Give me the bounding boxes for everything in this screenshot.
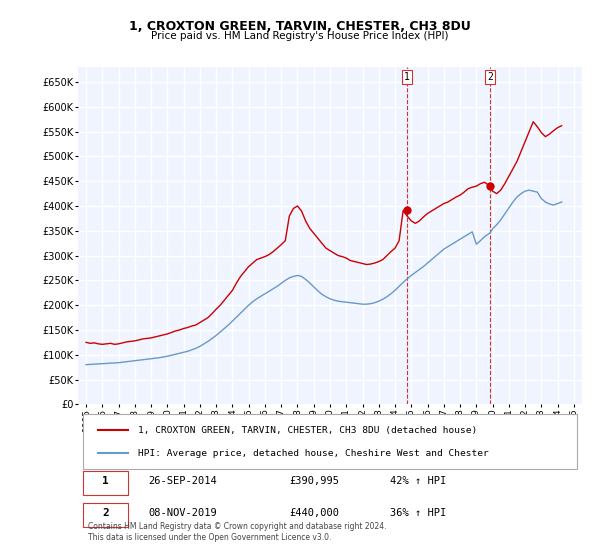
Text: Price paid vs. HM Land Registry's House Price Index (HPI): Price paid vs. HM Land Registry's House … [151, 31, 449, 41]
Text: 26-SEP-2014: 26-SEP-2014 [149, 476, 217, 486]
FancyBboxPatch shape [83, 502, 128, 527]
Text: 1: 1 [404, 72, 410, 82]
Text: 2: 2 [103, 508, 109, 517]
Text: HPI: Average price, detached house, Cheshire West and Chester: HPI: Average price, detached house, Ches… [139, 449, 489, 458]
FancyBboxPatch shape [83, 414, 577, 469]
Text: 1, CROXTON GREEN, TARVIN, CHESTER, CH3 8DU: 1, CROXTON GREEN, TARVIN, CHESTER, CH3 8… [129, 20, 471, 32]
Text: 2: 2 [487, 72, 493, 82]
Text: £440,000: £440,000 [290, 508, 340, 517]
Text: 42% ↑ HPI: 42% ↑ HPI [391, 476, 447, 486]
Text: £390,995: £390,995 [290, 476, 340, 486]
Text: 1, CROXTON GREEN, TARVIN, CHESTER, CH3 8DU (detached house): 1, CROXTON GREEN, TARVIN, CHESTER, CH3 8… [139, 426, 478, 435]
Text: 08-NOV-2019: 08-NOV-2019 [149, 508, 217, 517]
Text: Contains HM Land Registry data © Crown copyright and database right 2024.
This d: Contains HM Land Registry data © Crown c… [88, 522, 386, 542]
Text: 1: 1 [103, 476, 109, 486]
FancyBboxPatch shape [83, 471, 128, 496]
Text: 36% ↑ HPI: 36% ↑ HPI [391, 508, 447, 517]
